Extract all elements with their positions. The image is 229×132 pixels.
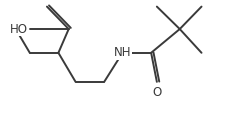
- Text: HO: HO: [9, 23, 27, 36]
- Text: O: O: [42, 0, 52, 3]
- Text: O: O: [152, 86, 161, 99]
- Text: NH: NH: [114, 46, 131, 59]
